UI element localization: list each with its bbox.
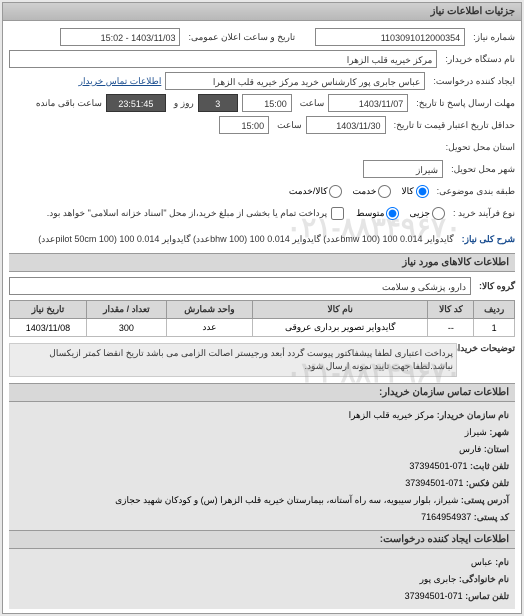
contact-addr-value: شیراز، بلوار سیبویه، سه راه آستانه، بیما… [115,495,458,505]
table-cell: عدد [166,319,252,337]
validity-date: 1403/11/30 [306,116,386,134]
creator-name-label: نام: [495,557,509,567]
radio-medium-label: متوسط [356,208,384,219]
row-category: طبقه بندی موضوعی: کالا خدمت کالا/خدمت [9,181,515,201]
contact-province-value: فارس [459,444,481,454]
time-label-2: ساعت [277,120,302,131]
table-header-cell: کد کالا [428,301,474,319]
creator-phone-value: 071-37394501 [405,591,463,601]
time-label-1: ساعت [300,98,325,109]
validity-time: 15:00 [219,116,269,134]
row-device-name: نام دستگاه خریدار: مرکز خیریه قلب الزهرا [9,49,515,69]
row-purchase-type: نوع فرآیند خرید : جزیی متوسط پرداخت تمام… [9,203,515,223]
table-header-cell: ردیف [474,301,515,319]
city-value: شیراز [363,160,443,178]
device-name-label: نام دستگاه خریدار: [445,54,515,65]
contact-phone-value: 071-37394501 [409,461,467,471]
buyer-note-value: پرداخت اعتباری لطفا پیشفاکتور پیوست گردد… [9,343,457,377]
contact-postal-value: 7164954937 [421,512,471,522]
radio-medium[interactable] [386,207,399,220]
radio-goods[interactable] [416,185,429,198]
credit-checkbox[interactable] [331,207,344,220]
details-panel: جزئیات اطلاعات نیاز ۰۲۱-۸۸۳۴۹۶۷۰ ۰۲۱-۸۸۳… [2,2,522,614]
deadline-date: 1403/11/07 [328,94,408,112]
purchase-type-label: نوع فرآیند خرید : [453,208,515,219]
public-announce-label: تاریخ و ساعت اعلان عمومی: [188,32,295,43]
creator-info: نام: عباس نام خانوادگی: جابری پور تلفن ت… [9,549,515,609]
row-need-number: شماره نیاز: 1103091012000354 تاریخ و ساع… [9,27,515,47]
validity-label: حداقل تاریخ اعتبار قیمت تا تاریخ: [394,120,515,131]
category-radio-group: کالا خدمت کالا/خدمت [281,185,429,198]
radio-service-label: خدمت [352,186,376,197]
contact-province-label: استان: [484,444,509,454]
table-row: 1--گایدوایر تصویر برداری عروقیعدد3001403… [10,319,515,337]
table-header-cell: واحد شمارش [166,301,252,319]
group-label: گروه کالا: [479,281,515,292]
need-desc-value: گایدوایر 0.014 100 (bmw 100عدد) گایدوایر… [13,234,454,245]
need-desc-label: شرح کلی نیاز: [462,234,515,245]
row-requester: ایجاد کننده درخواست: عباس جابری پور کارش… [9,71,515,91]
org-label: نام سازمان خریدار: [437,410,509,420]
contact-fax-value: 071-37394501 [405,478,463,488]
days-label: روز و [174,98,194,109]
remaining-label: ساعت باقی مانده [36,98,102,109]
row-city: شهر محل تحویل: شیراز [9,159,515,179]
row-validity: حداقل تاریخ اعتبار قیمت تا تاریخ: 1403/1… [9,115,515,135]
province-label: استان محل تحویل: [446,142,515,153]
items-table: ردیفکد کالانام کالاواحد شمارشتعداد / مقد… [9,300,515,337]
category-label: طبقه بندی موضوعی: [437,186,515,197]
requester-label: ایجاد کننده درخواست: [433,76,515,87]
table-header-cell: تعداد / مقدار [86,301,166,319]
table-cell: -- [428,319,474,337]
radio-both[interactable] [329,185,342,198]
radio-small[interactable] [432,207,445,220]
contact-city-label: شهر: [489,427,509,437]
contact-addr-label: آدرس پستی: [461,495,509,505]
group-value: دارو، پزشکی و سلامت [9,277,471,295]
panel-title: جزئیات اطلاعات نیاز [3,3,521,21]
deadline-time: 15:00 [242,94,292,112]
creator-phone-label: تلفن تماس: [465,591,509,601]
city-label: شهر محل تحویل: [451,164,515,175]
time-remaining: 23:51:45 [106,94,166,112]
table-header-cell: نام کالا [252,301,428,319]
table-cell: 1403/11/08 [10,319,87,337]
row-deadline: مهلت ارسال پاسخ تا تاریخ: 1403/11/07 ساع… [9,93,515,113]
days-remaining: 3 [198,94,238,112]
radio-goods-label: کالا [401,186,413,197]
radio-both-label: کالا/خدمت [289,186,328,197]
radio-service[interactable] [378,185,391,198]
contact-fax-label: تلفن فکس: [466,478,509,488]
table-cell: 300 [86,319,166,337]
contact-phone-label: تلفن ثابت: [470,461,509,471]
table-cell: گایدوایر تصویر برداری عروقی [252,319,428,337]
panel-body: ۰۲۱-۸۸۳۴۹۶۷۰ ۰۲۱-۸۸۳۴۹۶۷۰ شماره نیاز: 11… [3,21,521,613]
buyer-note-label: توضیحات خریدار: [465,343,515,354]
public-announce-value: 1403/11/03 - 15:02 [60,28,180,46]
need-number-label: شماره نیاز: [473,32,515,43]
contact-link[interactable]: اطلاعات تماس خریدار [79,76,162,87]
org-value: مرکز خیریه قلب الزهرا [349,410,435,420]
device-name-value: مرکز خیریه قلب الزهرا [9,50,437,68]
radio-small-label: جزیی [409,208,430,219]
items-section-title: اطلاعات کالاهای مورد نیاز [9,253,515,272]
credit-note: پرداخت تمام یا بخشی از مبلغ خرید،از محل … [47,208,327,219]
row-buyer-note: توضیحات خریدار: پرداخت اعتباری لطفا پیشف… [9,343,515,377]
contact-info: نام سازمان خریدار: مرکز خیریه قلب الزهرا… [9,402,515,530]
contact-section-title: اطلاعات تماس سازمان خریدار: [9,383,515,402]
contact-postal-label: کد پستی: [474,512,509,522]
row-need-desc: شرح کلی نیاز: گایدوایر 0.014 100 (bmw 10… [9,229,515,249]
row-province: استان محل تحویل: [9,137,515,157]
creator-section-title: اطلاعات ایجاد کننده درخواست: [9,530,515,549]
need-number-value: 1103091012000354 [315,28,465,46]
table-cell: 1 [474,319,515,337]
purchase-type-radio-group: جزیی متوسط [348,207,445,220]
table-header-row: ردیفکد کالانام کالاواحد شمارشتعداد / مقد… [10,301,515,319]
row-group: گروه کالا: دارو، پزشکی و سلامت [9,276,515,296]
contact-city-value: شیراز [465,427,487,437]
requester-value: عباس جابری پور کارشناس خرید مرکز خیریه ق… [165,72,425,90]
creator-name-value: عباس [471,557,493,567]
deadline-label: مهلت ارسال پاسخ تا تاریخ: [416,98,515,109]
table-header-cell: تاریخ نیاز [10,301,87,319]
